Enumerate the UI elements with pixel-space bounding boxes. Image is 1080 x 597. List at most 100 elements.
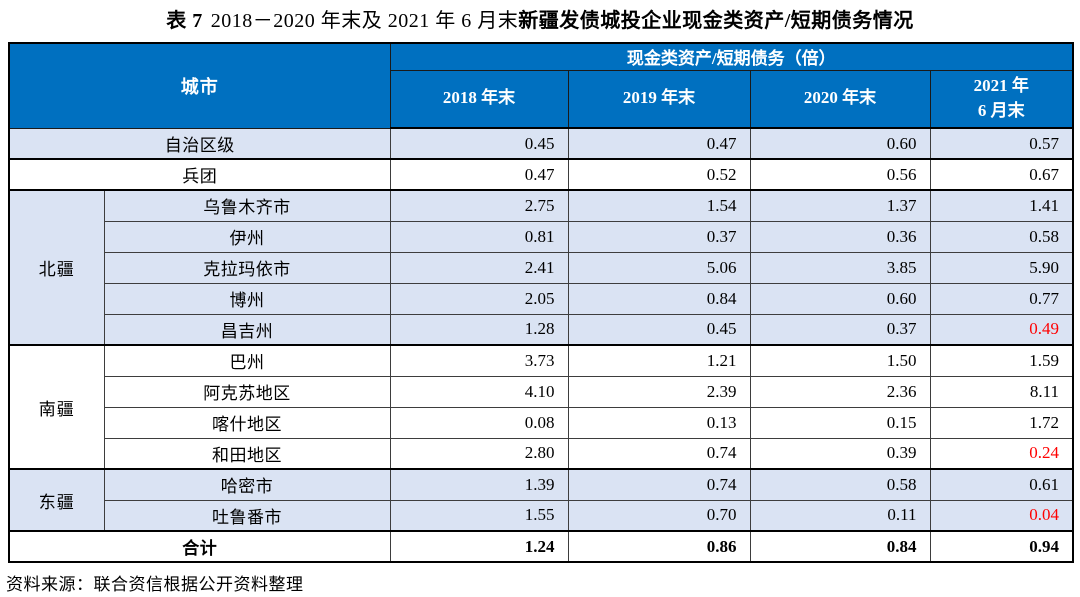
value-cell: 0.84: [567, 282, 751, 315]
value-cell: 1.55: [389, 499, 569, 532]
value-cell: 1.54: [567, 189, 751, 222]
table-row: 博州 2.05 0.84 0.60 0.77: [9, 282, 1074, 315]
city-cell: 伊州: [103, 220, 391, 253]
value-cell: 8.11: [929, 375, 1074, 408]
value-cell: 0.36: [749, 220, 931, 253]
value-cell: 0.04: [929, 499, 1074, 532]
value-cell: 0.58: [749, 468, 931, 501]
table-row: 昌吉州 1.28 0.45 0.37 0.49: [9, 313, 1074, 346]
value-cell: 2.05: [389, 282, 569, 315]
value-cell: 0.24: [929, 437, 1074, 470]
value-cell: 5.90: [929, 251, 1074, 284]
value-cell: 1.39: [389, 468, 569, 501]
city-cell: 阿克苏地区: [103, 375, 391, 408]
cash-to-debt-table: 城市 现金类资产/短期债务（倍） 2018 年末 2019 年末 2020 年末…: [8, 42, 1075, 563]
table-row: 吐鲁番市 1.55 0.70 0.11 0.04: [9, 499, 1074, 532]
value-cell: 0.37: [749, 313, 931, 346]
total-row: 合计 1.24 0.86 0.84 0.94: [8, 530, 1074, 563]
table-row: 克拉玛依市 2.41 5.06 3.85 5.90: [9, 251, 1074, 284]
table-header: 城市 现金类资产/短期债务（倍） 2018 年末 2019 年末 2020 年末…: [8, 42, 1074, 129]
value-cell: 1.28: [389, 313, 569, 346]
value-cell: 0.15: [749, 406, 931, 439]
source-note: 资料来源：联合资信根据公开资料整理: [6, 575, 304, 594]
city-cell: 喀什地区: [103, 406, 391, 439]
table-row: 南疆 巴州 3.73 1.21 1.50 1.59: [8, 344, 1074, 470]
title-subject: 新疆发债城投企业现金类资产/短期债务情况: [518, 10, 914, 32]
city-column-header: 城市: [8, 42, 391, 129]
value-cell: 0.57: [929, 127, 1074, 160]
value-cell: 2.75: [389, 189, 569, 222]
value-cell: 0.60: [749, 127, 931, 160]
value-cell: 0.94: [929, 530, 1074, 563]
value-cell: 0.08: [389, 406, 569, 439]
city-cell: 巴州: [103, 344, 391, 377]
city-cell: 吐鲁番市: [103, 499, 391, 532]
city-cell: 合计: [8, 530, 391, 563]
value-cell: 0.45: [567, 313, 751, 346]
period-header-2019: 2019 年末: [567, 69, 751, 129]
period-header-2020: 2020 年末: [749, 69, 931, 129]
value-cell: 0.11: [749, 499, 931, 532]
value-cell: 0.37: [567, 220, 751, 253]
value-cell: 0.47: [567, 127, 751, 160]
table-row: 阿克苏地区 4.10 2.39 2.36 8.11: [9, 375, 1074, 408]
city-cell: 昌吉州: [103, 313, 391, 346]
region-label-cell: 东疆: [8, 468, 105, 532]
value-cell: 3.85: [749, 251, 931, 284]
table-row: 喀什地区 0.08 0.13 0.15 1.72: [9, 406, 1074, 439]
table-row: 东疆 哈密市 1.39 0.74 0.58 0.61: [8, 468, 1074, 532]
table-title: 表 7 2018－2020 年末及 2021 年 6 月末新疆发债城投企业现金类资…: [0, 0, 1080, 35]
value-cell: 0.74: [567, 437, 751, 470]
value-cell: 4.10: [389, 375, 569, 408]
city-cell: 兵团: [8, 158, 391, 191]
table-number: 表 7: [166, 10, 203, 32]
table-row: 和田地区 2.80 0.74 0.39 0.24: [9, 437, 1074, 470]
city-cell: 和田地区: [103, 437, 391, 470]
metric-group-header: 现金类资产/短期债务（倍）: [389, 42, 1074, 71]
value-cell: 2.41: [389, 251, 569, 284]
value-cell: 0.47: [389, 158, 569, 191]
value-cell: 0.61: [929, 468, 1074, 501]
value-cell: 2.80: [389, 437, 569, 470]
value-cell: 1.72: [929, 406, 1074, 439]
region-label-cell: 南疆: [8, 344, 105, 470]
title-period: 2018－2020 年末及 2021 年 6 月末: [210, 10, 519, 32]
city-cell: 博州: [103, 282, 391, 315]
value-cell: 3.73: [389, 344, 569, 377]
value-cell: 0.86: [567, 530, 751, 563]
value-cell: 1.41: [929, 189, 1074, 222]
value-cell: 1.59: [929, 344, 1074, 377]
value-cell: 0.60: [749, 282, 931, 315]
value-cell: 0.52: [567, 158, 751, 191]
value-cell: 1.21: [567, 344, 751, 377]
value-cell: 5.06: [567, 251, 751, 284]
value-cell: 0.13: [567, 406, 751, 439]
city-cell: 哈密市: [103, 468, 391, 501]
value-cell: 1.24: [389, 530, 569, 563]
table-row: 自治区级 0.45 0.47 0.60 0.57: [8, 127, 1074, 160]
table-row: 兵团 0.47 0.52 0.56 0.67: [8, 158, 1074, 191]
value-cell: 0.56: [749, 158, 931, 191]
value-cell: 0.58: [929, 220, 1074, 253]
region-label-cell: 北疆: [8, 189, 105, 346]
value-cell: 1.37: [749, 189, 931, 222]
table-row: 伊州 0.81 0.37 0.36 0.58: [9, 220, 1074, 253]
city-cell: 乌鲁木齐市: [103, 189, 391, 222]
value-cell: 0.84: [749, 530, 931, 563]
value-cell: 0.81: [389, 220, 569, 253]
value-cell: 0.77: [929, 282, 1074, 315]
value-cell: 0.45: [389, 127, 569, 160]
value-cell: 1.50: [749, 344, 931, 377]
period-header-2018: 2018 年末: [389, 69, 569, 129]
value-cell: 0.74: [567, 468, 751, 501]
table-body: 自治区级 0.45 0.47 0.60 0.57 兵团 0.47 0.52 0.56 0.67 北疆…: [8, 127, 1074, 563]
city-cell: 克拉玛依市: [103, 251, 391, 284]
table-row: 北疆 乌鲁木齐市 2.75 1.54 1.37 1.41: [8, 189, 1074, 346]
value-cell: 0.67: [929, 158, 1074, 191]
city-cell: 自治区级: [8, 127, 391, 160]
value-cell: 0.39: [749, 437, 931, 470]
value-cell: 0.49: [929, 313, 1074, 346]
period-header-2021h1: 2021 年 6 月末: [929, 69, 1074, 129]
value-cell: 2.36: [749, 375, 931, 408]
